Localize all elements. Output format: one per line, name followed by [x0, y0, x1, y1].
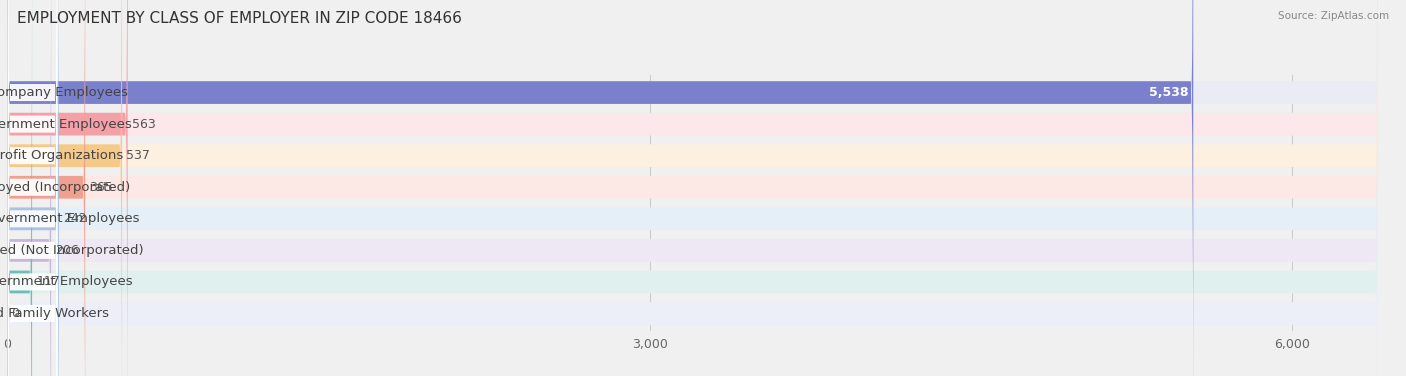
FancyBboxPatch shape [7, 0, 1378, 376]
FancyBboxPatch shape [8, 0, 58, 376]
FancyBboxPatch shape [7, 0, 1194, 376]
Text: State Government Employees: State Government Employees [0, 276, 132, 288]
Text: 563: 563 [132, 118, 156, 130]
FancyBboxPatch shape [8, 6, 58, 376]
Text: 0: 0 [11, 307, 20, 320]
FancyBboxPatch shape [7, 0, 1378, 376]
FancyBboxPatch shape [8, 0, 58, 376]
Text: Source: ZipAtlas.com: Source: ZipAtlas.com [1278, 11, 1389, 21]
Text: Local Government Employees: Local Government Employees [0, 118, 132, 130]
Text: 537: 537 [127, 149, 150, 162]
Text: Unpaid Family Workers: Unpaid Family Workers [0, 307, 108, 320]
FancyBboxPatch shape [7, 0, 122, 376]
FancyBboxPatch shape [7, 0, 86, 376]
FancyBboxPatch shape [8, 0, 58, 376]
FancyBboxPatch shape [8, 0, 58, 376]
FancyBboxPatch shape [7, 0, 128, 376]
FancyBboxPatch shape [7, 0, 51, 376]
Text: EMPLOYMENT BY CLASS OF EMPLOYER IN ZIP CODE 18466: EMPLOYMENT BY CLASS OF EMPLOYER IN ZIP C… [17, 11, 461, 26]
Text: Federal Government Employees: Federal Government Employees [0, 212, 139, 225]
FancyBboxPatch shape [7, 0, 59, 376]
Text: Private Company Employees: Private Company Employees [0, 86, 128, 99]
FancyBboxPatch shape [7, 0, 1378, 376]
FancyBboxPatch shape [8, 0, 58, 376]
Text: 206: 206 [55, 244, 79, 257]
FancyBboxPatch shape [7, 0, 1378, 376]
Text: 117: 117 [37, 276, 60, 288]
FancyBboxPatch shape [7, 0, 1378, 376]
FancyBboxPatch shape [7, 0, 1378, 376]
Text: Not-for-profit Organizations: Not-for-profit Organizations [0, 149, 124, 162]
FancyBboxPatch shape [8, 0, 58, 376]
FancyBboxPatch shape [7, 0, 32, 376]
Text: Self-Employed (Not Incorporated): Self-Employed (Not Incorporated) [0, 244, 143, 257]
Text: 5,538: 5,538 [1150, 86, 1189, 99]
Text: Self-Employed (Incorporated): Self-Employed (Incorporated) [0, 181, 131, 194]
FancyBboxPatch shape [7, 0, 1378, 376]
Text: 365: 365 [90, 181, 114, 194]
FancyBboxPatch shape [7, 0, 1378, 376]
FancyBboxPatch shape [8, 0, 58, 376]
Text: 242: 242 [63, 212, 87, 225]
